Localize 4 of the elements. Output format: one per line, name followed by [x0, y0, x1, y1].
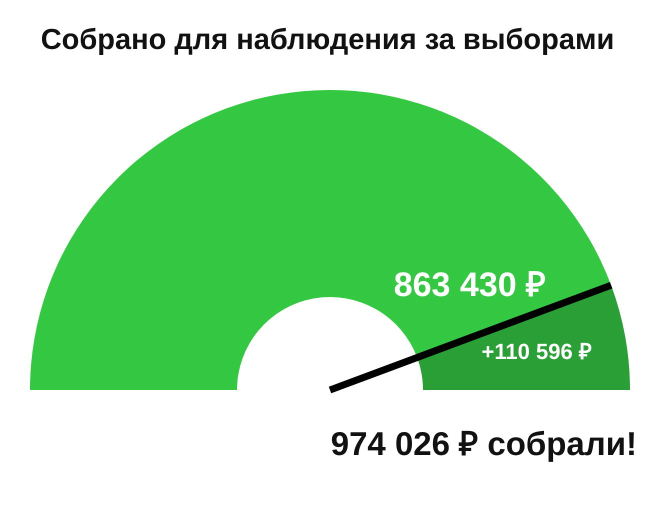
slice-label: +110 596 ₽: [482, 338, 592, 364]
chart-title: Собрано для наблюдения за выборами: [40, 24, 616, 57]
text: 974 026 ₽ собрали!: [330, 424, 637, 464]
slice-label: 863 430 ₽: [394, 266, 546, 304]
